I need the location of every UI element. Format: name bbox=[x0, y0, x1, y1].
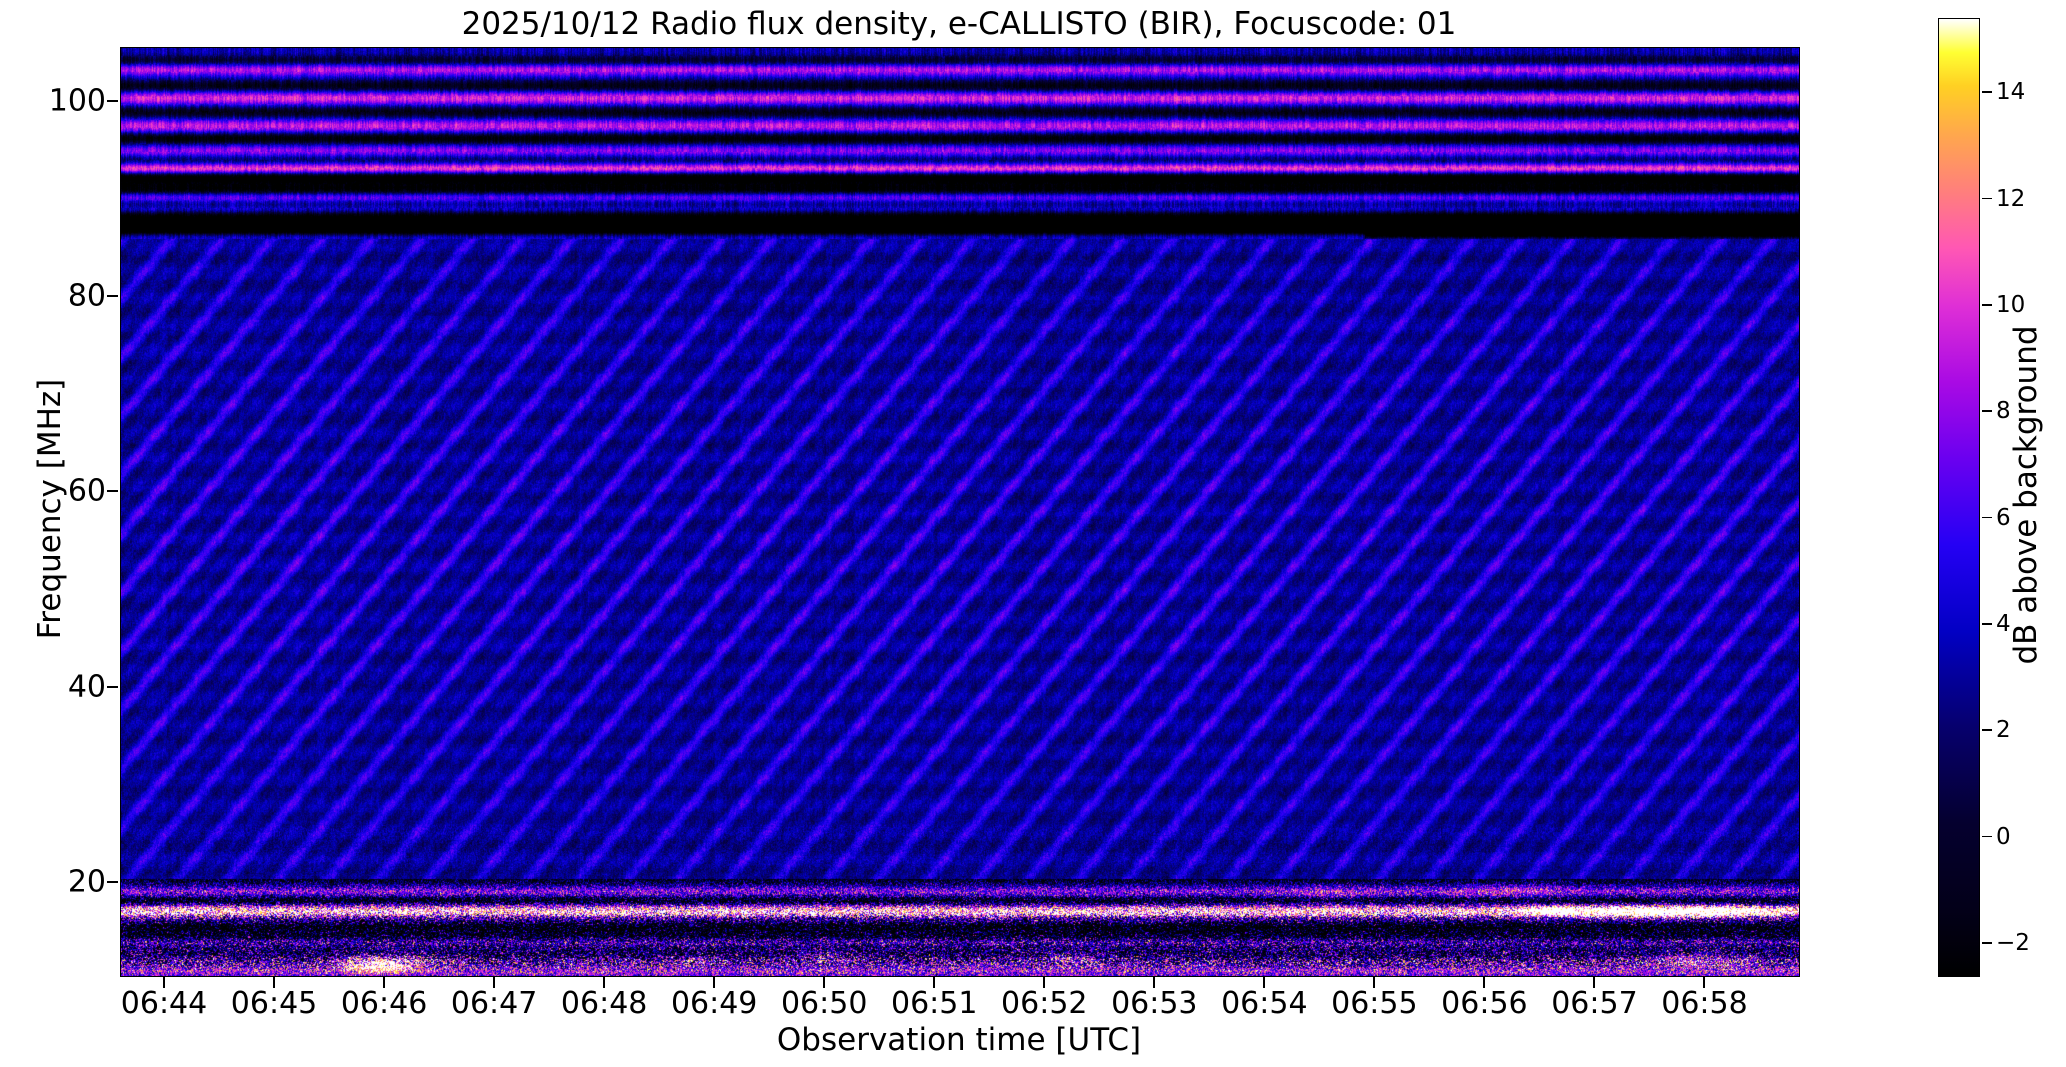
y-tick-mark bbox=[107, 295, 118, 297]
x-tick-label: 06:47 bbox=[450, 986, 538, 1021]
x-tick-mark bbox=[493, 977, 495, 988]
x-tick-label: 06:57 bbox=[1551, 986, 1638, 1021]
x-tick-mark bbox=[1263, 977, 1266, 988]
x-tick-label: 06:51 bbox=[891, 986, 978, 1021]
x-tick-mark bbox=[713, 977, 715, 988]
x-tick-label: 06:56 bbox=[1441, 986, 1528, 1021]
colorbar bbox=[1938, 18, 1980, 977]
x-tick-mark bbox=[933, 977, 936, 988]
x-tick-label: 06:52 bbox=[1001, 986, 1088, 1021]
x-tick-label: 06:49 bbox=[670, 986, 758, 1021]
y-tick-mark bbox=[107, 490, 118, 493]
x-tick-label: 06:44 bbox=[120, 986, 208, 1021]
colorbar-tick-mark bbox=[1982, 835, 1992, 838]
x-tick-mark bbox=[273, 977, 275, 988]
x-tick-mark bbox=[603, 977, 605, 988]
y-tick-mark bbox=[107, 881, 118, 883]
y-tick-label: 40 bbox=[67, 669, 106, 705]
colorbar-tick-label: 0 bbox=[1996, 823, 2011, 850]
y-tick-label: 100 bbox=[48, 83, 106, 119]
colorbar-tick-label: 6 bbox=[1996, 504, 2011, 531]
x-tick-mark bbox=[1373, 977, 1376, 988]
x-tick-label: 06:55 bbox=[1331, 986, 1418, 1021]
x-tick-label: 06:50 bbox=[780, 986, 868, 1021]
colorbar-tick-mark bbox=[1982, 197, 1992, 200]
page-title: 2025/10/12 Radio flux density, e-CALLIST… bbox=[461, 6, 1457, 42]
spectrogram-plot-area bbox=[120, 47, 1800, 977]
colorbar-tick-mark bbox=[1982, 304, 1992, 306]
x-tick-mark bbox=[823, 977, 825, 988]
colorbar-tick-label: 12 bbox=[1996, 185, 2026, 212]
x-tick-mark bbox=[1483, 977, 1486, 988]
x-tick-mark bbox=[383, 977, 385, 988]
y-tick-label: 80 bbox=[67, 278, 106, 314]
x-tick-label: 06:48 bbox=[560, 986, 648, 1021]
y-axis-label: Frequency [MHz] bbox=[32, 378, 68, 640]
y-tick-mark bbox=[107, 99, 118, 102]
x-tick-label: 06:54 bbox=[1221, 986, 1308, 1021]
x-tick-mark bbox=[1153, 977, 1156, 988]
colorbar-tick-label: 4 bbox=[1996, 611, 2011, 638]
colorbar-gradient bbox=[1939, 19, 1979, 976]
colorbar-tick-mark bbox=[1982, 942, 1992, 944]
colorbar-tick-mark bbox=[1982, 729, 1992, 732]
x-tick-label: 06:53 bbox=[1111, 986, 1198, 1021]
spectrogram-image bbox=[121, 48, 1799, 976]
colorbar-tick-label: 14 bbox=[1996, 79, 2026, 106]
y-tick-label: 20 bbox=[67, 864, 106, 900]
colorbar-tick-mark bbox=[1982, 623, 1992, 625]
y-tick-label: 60 bbox=[67, 473, 106, 509]
x-tick-mark bbox=[1043, 977, 1046, 988]
colorbar-tick-mark bbox=[1982, 516, 1992, 519]
colorbar-tick-label: 8 bbox=[1996, 398, 2011, 425]
x-tick-mark bbox=[163, 977, 165, 988]
x-axis-label: Observation time [UTC] bbox=[776, 1022, 1142, 1058]
x-tick-mark bbox=[1703, 977, 1706, 988]
x-tick-label: 06:45 bbox=[230, 986, 318, 1021]
colorbar-tick-label: 2 bbox=[1996, 717, 2011, 744]
colorbar-tick-mark bbox=[1982, 410, 1992, 413]
colorbar-tick-label: 10 bbox=[1996, 292, 2026, 319]
x-tick-label: 06:58 bbox=[1661, 986, 1748, 1021]
colorbar-tick-mark bbox=[1982, 91, 1992, 94]
x-tick-label: 06:46 bbox=[340, 986, 428, 1021]
colorbar-tick-label: −2 bbox=[1996, 930, 2030, 957]
y-tick-mark bbox=[107, 685, 118, 688]
x-tick-mark bbox=[1593, 977, 1596, 988]
colorbar-label: dB above background bbox=[2008, 324, 2044, 665]
